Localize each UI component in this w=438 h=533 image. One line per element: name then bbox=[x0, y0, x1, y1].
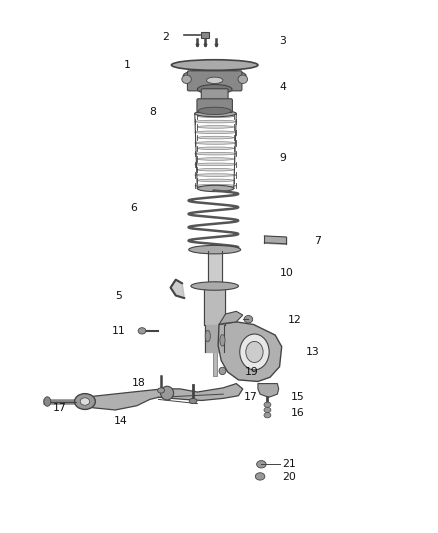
FancyBboxPatch shape bbox=[187, 71, 242, 91]
Ellipse shape bbox=[74, 393, 95, 409]
Ellipse shape bbox=[191, 282, 238, 290]
Ellipse shape bbox=[264, 413, 271, 418]
Ellipse shape bbox=[195, 152, 236, 155]
Text: 10: 10 bbox=[279, 268, 293, 278]
Ellipse shape bbox=[206, 77, 223, 84]
FancyBboxPatch shape bbox=[201, 89, 228, 102]
Ellipse shape bbox=[158, 388, 165, 393]
Text: 8: 8 bbox=[149, 107, 156, 117]
Ellipse shape bbox=[189, 398, 197, 403]
Text: 19: 19 bbox=[245, 367, 259, 377]
FancyBboxPatch shape bbox=[201, 33, 208, 38]
Ellipse shape bbox=[197, 158, 234, 160]
Ellipse shape bbox=[138, 328, 146, 334]
Ellipse shape bbox=[189, 245, 240, 254]
Ellipse shape bbox=[198, 85, 232, 94]
Text: 17: 17 bbox=[244, 392, 258, 402]
Ellipse shape bbox=[246, 342, 263, 362]
Text: 6: 6 bbox=[130, 204, 137, 214]
Text: 3: 3 bbox=[279, 36, 286, 46]
Text: 14: 14 bbox=[113, 416, 127, 425]
Ellipse shape bbox=[195, 184, 236, 187]
Text: 16: 16 bbox=[290, 408, 304, 418]
Ellipse shape bbox=[244, 316, 253, 323]
Ellipse shape bbox=[257, 461, 266, 468]
Polygon shape bbox=[78, 384, 243, 410]
Text: 7: 7 bbox=[314, 236, 321, 246]
Polygon shape bbox=[170, 280, 184, 298]
Ellipse shape bbox=[195, 120, 236, 123]
Ellipse shape bbox=[205, 330, 210, 342]
Ellipse shape bbox=[44, 397, 51, 406]
Text: 4: 4 bbox=[279, 82, 286, 92]
Polygon shape bbox=[219, 311, 243, 325]
Ellipse shape bbox=[197, 136, 234, 139]
Ellipse shape bbox=[264, 402, 271, 407]
Text: 15: 15 bbox=[290, 392, 304, 402]
Ellipse shape bbox=[197, 126, 234, 128]
Ellipse shape bbox=[197, 115, 234, 118]
Ellipse shape bbox=[161, 386, 173, 400]
Ellipse shape bbox=[195, 110, 236, 117]
Ellipse shape bbox=[80, 398, 90, 405]
Ellipse shape bbox=[195, 142, 236, 144]
Text: 18: 18 bbox=[132, 377, 145, 387]
Text: 17: 17 bbox=[53, 403, 67, 413]
Text: 1: 1 bbox=[124, 60, 131, 70]
Ellipse shape bbox=[240, 334, 269, 370]
Ellipse shape bbox=[184, 69, 246, 82]
FancyBboxPatch shape bbox=[197, 99, 233, 112]
Text: 13: 13 bbox=[305, 347, 319, 357]
Ellipse shape bbox=[195, 163, 236, 166]
Ellipse shape bbox=[171, 60, 258, 70]
Polygon shape bbox=[258, 384, 279, 397]
Ellipse shape bbox=[195, 131, 236, 134]
Text: 5: 5 bbox=[115, 290, 122, 301]
Text: 11: 11 bbox=[112, 326, 126, 336]
Polygon shape bbox=[218, 322, 282, 382]
Ellipse shape bbox=[197, 179, 234, 182]
Text: 20: 20 bbox=[282, 472, 296, 482]
Ellipse shape bbox=[198, 107, 231, 115]
Ellipse shape bbox=[255, 473, 265, 480]
Text: 2: 2 bbox=[162, 31, 169, 42]
Ellipse shape bbox=[197, 147, 234, 150]
Ellipse shape bbox=[197, 168, 234, 171]
Ellipse shape bbox=[197, 185, 234, 191]
Ellipse shape bbox=[220, 335, 225, 346]
Text: 21: 21 bbox=[282, 459, 296, 469]
Ellipse shape bbox=[195, 174, 236, 176]
Ellipse shape bbox=[182, 75, 191, 84]
Ellipse shape bbox=[219, 367, 226, 375]
Text: 12: 12 bbox=[288, 316, 302, 325]
Text: 9: 9 bbox=[279, 153, 286, 163]
Ellipse shape bbox=[264, 407, 271, 413]
Ellipse shape bbox=[238, 75, 247, 84]
